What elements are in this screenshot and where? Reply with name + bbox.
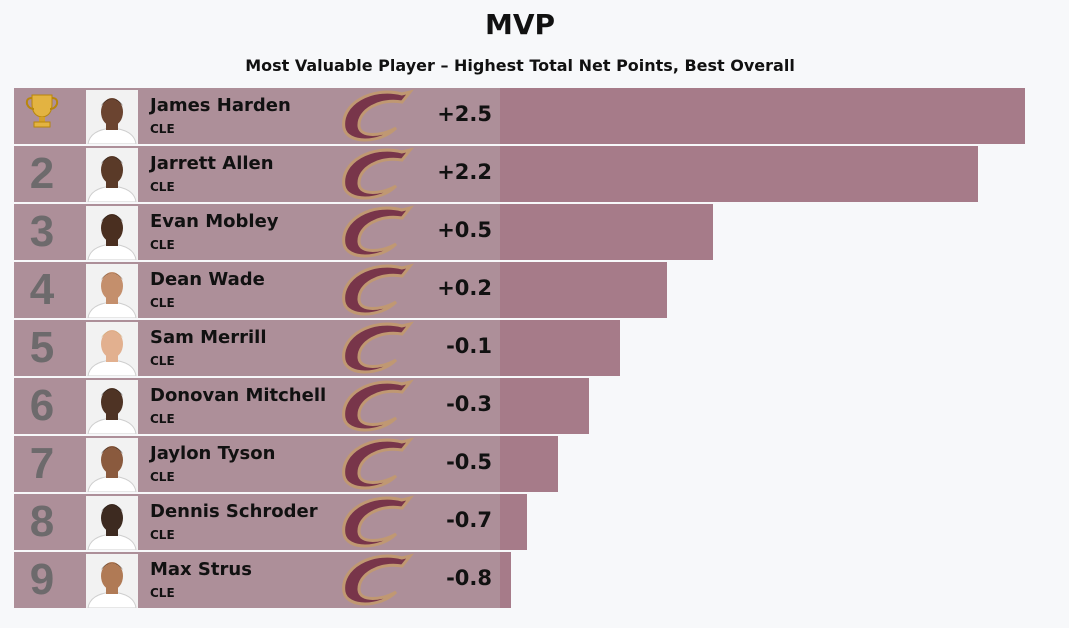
player-cell: Evan Mobley CLE +0.5 <box>70 204 500 260</box>
player-team: CLE <box>150 354 175 368</box>
player-team: CLE <box>150 470 175 484</box>
value-label: -0.7 <box>446 508 492 532</box>
player-cell: Jaylon Tyson CLE -0.5 <box>70 436 500 492</box>
player-cell: Jarrett Allen CLE +2.2 <box>70 146 500 202</box>
rank-number: 8 <box>29 497 55 546</box>
player-name: Max Strus <box>150 559 252 580</box>
team-logo-icon <box>332 88 422 144</box>
rank-number: 2 <box>29 149 55 198</box>
player-name: Dean Wade <box>150 269 265 290</box>
rank-cell: 7 <box>14 436 70 492</box>
player-name: James Harden <box>150 95 291 116</box>
player-headshot-icon <box>86 148 138 202</box>
team-logo-icon <box>332 262 422 318</box>
rank-number: 3 <box>29 207 55 256</box>
value-label: +2.2 <box>437 160 492 184</box>
rank-cell: 5 <box>14 320 70 376</box>
player-name: Dennis Schroder <box>150 501 318 522</box>
player-headshot-icon <box>86 554 138 608</box>
player-headshot-icon <box>86 438 138 492</box>
team-logo-icon <box>332 436 422 492</box>
player-headshot-icon <box>86 496 138 550</box>
player-headshot-icon <box>86 264 138 318</box>
team-logo-icon <box>332 552 422 608</box>
player-team: CLE <box>150 238 175 252</box>
value-label: +0.2 <box>437 276 492 300</box>
team-logo-icon <box>332 378 422 434</box>
chart-subtitle: Most Valuable Player – Highest Total Net… <box>245 56 795 75</box>
rank-cell: 4 <box>14 262 70 318</box>
value-label: -0.8 <box>446 566 492 590</box>
player-name: Evan Mobley <box>150 211 279 232</box>
team-logo-icon <box>332 204 422 260</box>
player-cell: Dennis Schroder CLE -0.7 <box>70 494 500 550</box>
player-team: CLE <box>150 122 175 136</box>
value-label: +0.5 <box>437 218 492 242</box>
player-team: CLE <box>150 412 175 426</box>
player-team: CLE <box>150 528 175 542</box>
trophy-icon <box>25 91 59 141</box>
value-label: +2.5 <box>437 102 492 126</box>
rank-cell <box>14 88 70 144</box>
value-label: -0.1 <box>446 334 492 358</box>
chart-title: MVP <box>484 8 556 41</box>
value-label: -0.3 <box>446 392 492 416</box>
player-cell: Donovan Mitchell CLE -0.3 <box>70 378 500 434</box>
player-name: Jaylon Tyson <box>150 443 276 464</box>
rank-number: 5 <box>29 323 55 372</box>
team-logo-icon <box>332 320 422 376</box>
player-headshot-icon <box>86 206 138 260</box>
rank-cell: 6 <box>14 378 70 434</box>
value-label: -0.5 <box>446 450 492 474</box>
rank-number: 6 <box>29 381 55 430</box>
rank-cell: 3 <box>14 204 70 260</box>
rank-number: 7 <box>29 439 55 488</box>
player-headshot-icon <box>86 380 138 434</box>
player-name: Jarrett Allen <box>150 153 274 174</box>
rank-number: 4 <box>29 265 55 314</box>
team-logo-icon <box>332 146 422 202</box>
player-cell: Max Strus CLE -0.8 <box>70 552 500 608</box>
rank-number: 9 <box>29 555 55 604</box>
player-name: Sam Merrill <box>150 327 267 348</box>
team-logo-icon <box>332 494 422 550</box>
player-cell: James Harden CLE +2.5 <box>70 88 500 144</box>
player-team: CLE <box>150 586 175 600</box>
player-team: CLE <box>150 296 175 310</box>
rank-cell: 2 <box>14 146 70 202</box>
rank-cell: 9 <box>14 552 70 608</box>
player-name: Donovan Mitchell <box>150 385 327 406</box>
player-headshot-icon <box>86 322 138 376</box>
player-cell: Sam Merrill CLE -0.1 <box>70 320 500 376</box>
player-cell: Dean Wade CLE +0.2 <box>70 262 500 318</box>
player-team: CLE <box>150 180 175 194</box>
rank-cell: 8 <box>14 494 70 550</box>
player-headshot-icon <box>86 90 138 144</box>
